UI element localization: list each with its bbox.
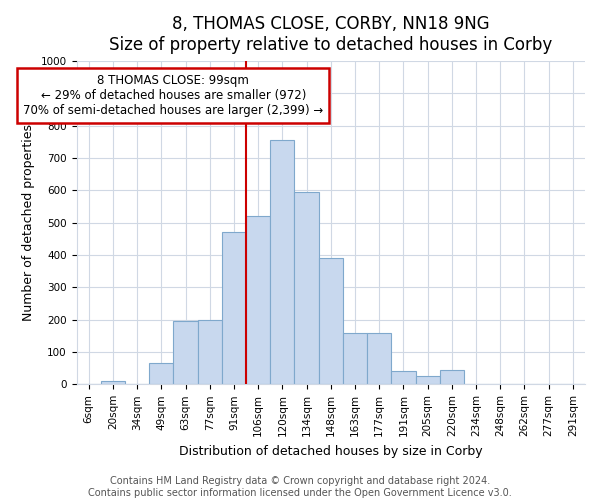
Bar [197, 320, 222, 384]
Bar [319, 258, 343, 384]
Bar [440, 370, 464, 384]
Text: 8 THOMAS CLOSE: 99sqm
← 29% of detached houses are smaller (972)
70% of semi-det: 8 THOMAS CLOSE: 99sqm ← 29% of detached … [23, 74, 323, 117]
Bar [173, 322, 197, 384]
Bar [222, 232, 246, 384]
Bar [416, 376, 440, 384]
Bar [101, 381, 125, 384]
X-axis label: Distribution of detached houses by size in Corby: Distribution of detached houses by size … [179, 444, 482, 458]
Bar [367, 332, 391, 384]
Bar [343, 332, 367, 384]
Text: Contains HM Land Registry data © Crown copyright and database right 2024.
Contai: Contains HM Land Registry data © Crown c… [88, 476, 512, 498]
Bar [246, 216, 270, 384]
Bar [270, 140, 295, 384]
Y-axis label: Number of detached properties: Number of detached properties [22, 124, 35, 321]
Bar [295, 192, 319, 384]
Bar [149, 364, 173, 384]
Bar [391, 372, 416, 384]
Title: 8, THOMAS CLOSE, CORBY, NN18 9NG
Size of property relative to detached houses in: 8, THOMAS CLOSE, CORBY, NN18 9NG Size of… [109, 15, 553, 54]
